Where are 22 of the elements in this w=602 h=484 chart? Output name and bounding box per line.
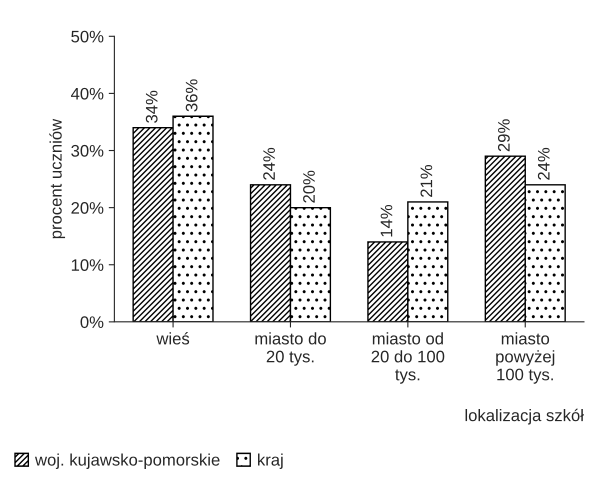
- data-label: 20%: [303, 170, 315, 203]
- x-axis-title: lokalizacja szkół: [466, 408, 584, 425]
- legend-label: kraj: [258, 453, 283, 469]
- x-tick-label: miasto od 20 do 100 tys.: [372, 332, 444, 384]
- y-tick-label: 10%: [72, 259, 104, 271]
- y-tick-label: 0%: [80, 316, 104, 328]
- x-tick-label: miasto powyżej 100 tys.: [496, 332, 554, 384]
- y-tick-label: 20%: [71, 202, 104, 214]
- y-tick-label: 40%: [70, 88, 104, 100]
- y-tick-label: 30%: [71, 144, 104, 157]
- y-axis-title: procent uczniów: [49, 118, 66, 238]
- data-label: 29%: [498, 119, 510, 152]
- y-tick-label: 50%: [71, 30, 104, 43]
- data-label: 24%: [538, 148, 550, 180]
- data-label: 24%: [263, 148, 275, 180]
- data-label: 14%: [380, 204, 392, 236]
- x-tick-label: miasto do 20 tys.: [255, 332, 326, 366]
- data-label: 34%: [146, 90, 158, 123]
- legend-label: woj. kujawsko-pomorskie: [34, 453, 220, 469]
- data-label: 36%: [186, 79, 198, 112]
- data-label: 21%: [420, 164, 432, 197]
- x-tick-label: wieś: [156, 332, 190, 345]
